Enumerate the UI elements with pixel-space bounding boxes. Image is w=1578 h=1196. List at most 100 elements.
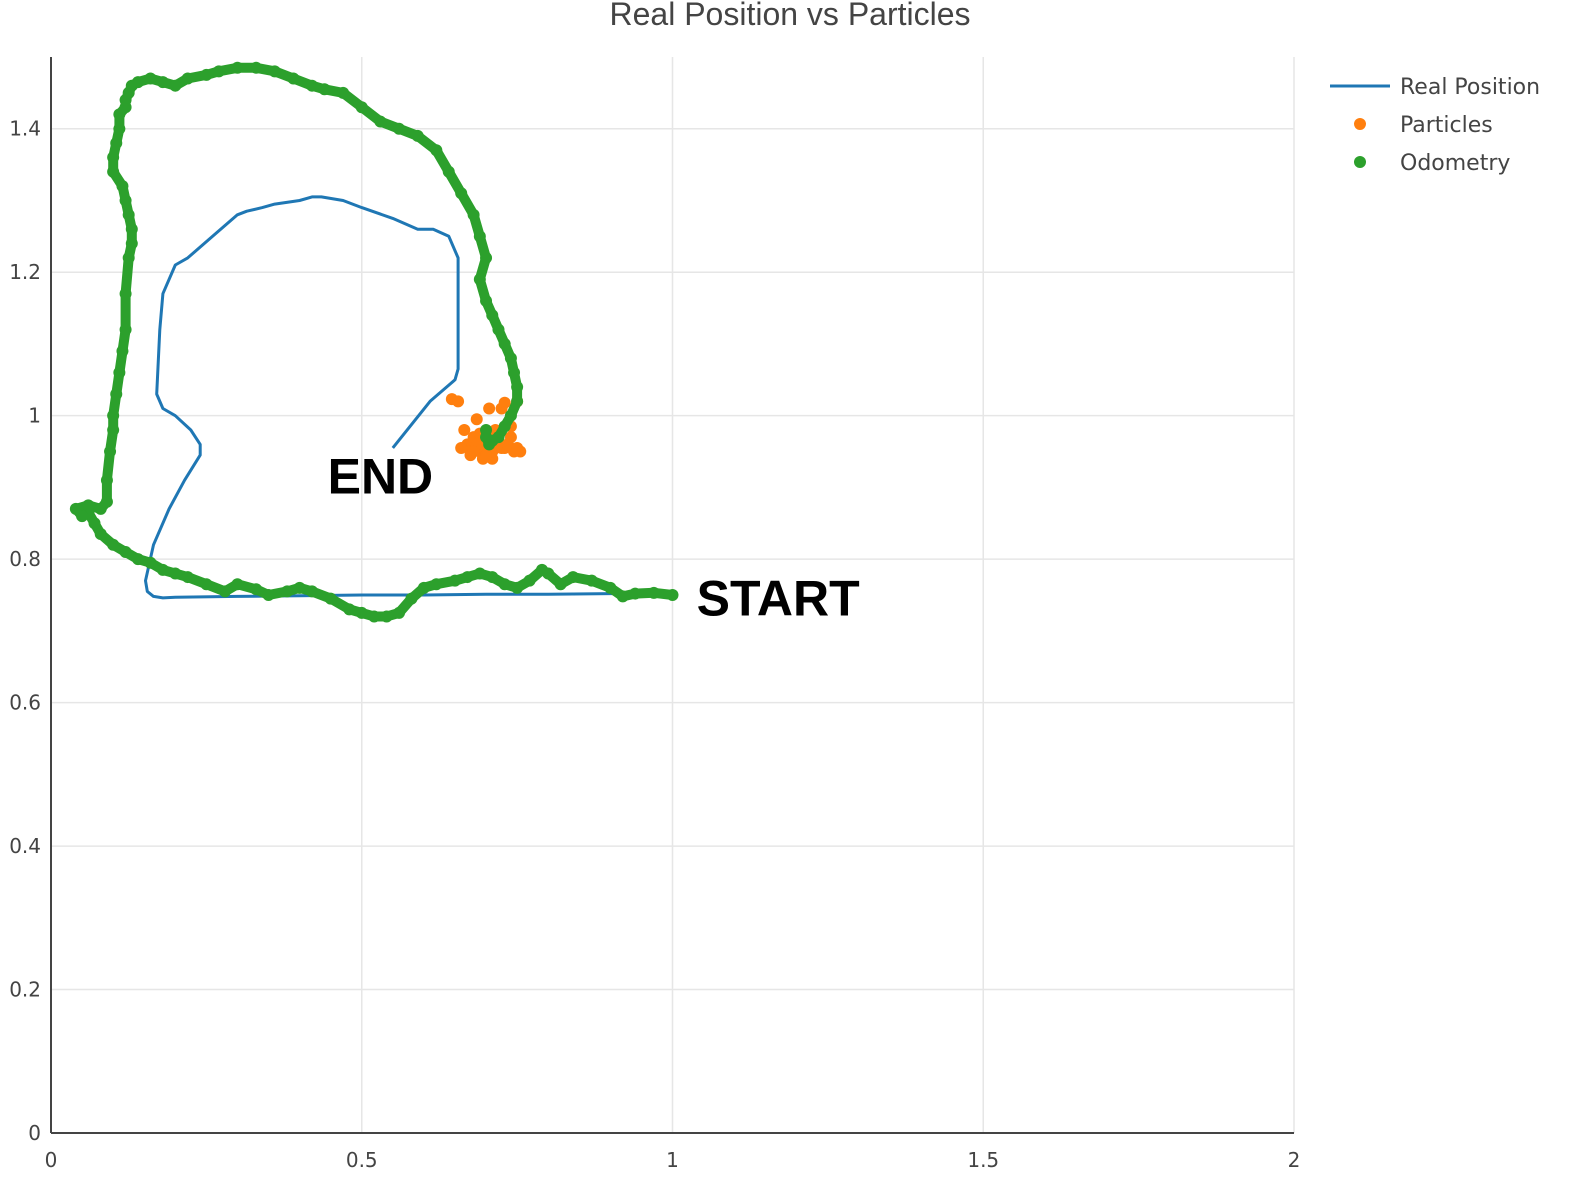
odometry-point xyxy=(219,585,232,598)
odometry-point xyxy=(113,366,126,379)
x-tick-label: 1 xyxy=(666,1148,679,1172)
annotation-start: START xyxy=(697,571,860,627)
legend-marker-swatch xyxy=(1354,156,1366,168)
annotations: END START xyxy=(328,449,860,627)
odometry-point xyxy=(411,129,424,142)
odometry-point xyxy=(368,610,381,623)
particle-point xyxy=(511,441,524,454)
particle-point xyxy=(458,424,471,437)
legend: Real Position Particles Odometry xyxy=(1330,75,1540,176)
odometry-point xyxy=(430,578,443,591)
series-particles xyxy=(445,393,527,465)
y-tick-label: 1.2 xyxy=(9,260,41,284)
odometry-point xyxy=(554,578,567,591)
odometry-point xyxy=(262,589,275,601)
odometry-point xyxy=(110,388,123,401)
odometry-point xyxy=(132,553,145,566)
odometry-point xyxy=(306,79,319,92)
legend-item: Real Position xyxy=(1330,75,1540,100)
odometry-point xyxy=(430,144,443,157)
odometry-point xyxy=(355,606,368,619)
odometry-point xyxy=(119,287,132,300)
odometry-point xyxy=(337,86,350,99)
legend-label: Particles xyxy=(1400,113,1493,138)
real-position-line xyxy=(144,195,673,600)
particle-point xyxy=(467,445,480,458)
particle-point xyxy=(455,441,468,454)
odometry-point xyxy=(604,581,617,594)
odometry-point xyxy=(169,567,182,580)
odometry-point xyxy=(125,223,138,236)
odometry-point xyxy=(94,528,107,541)
odometry-point xyxy=(480,251,493,264)
odometry-point xyxy=(119,194,132,207)
odometry-point xyxy=(181,571,194,584)
particle-point xyxy=(452,395,465,408)
odometry-point xyxy=(113,122,126,135)
odometry-point xyxy=(355,101,368,114)
y-tick-label: 0 xyxy=(28,1121,41,1145)
odometry-point xyxy=(504,409,517,422)
legend-label: Real Position xyxy=(1400,75,1540,100)
odometry-point xyxy=(324,592,337,605)
gridlines xyxy=(51,57,1295,1133)
odometry-point xyxy=(156,76,169,89)
y-tick-label: 0.2 xyxy=(9,978,41,1002)
axes: 0 0.5 1 1.5 2 0 0.2 0.4 0.6 0.8 1 1.2 1.4 xyxy=(9,57,1300,1172)
odometry-point xyxy=(88,517,101,530)
odometry-point xyxy=(393,122,406,135)
y-tick-label: 1 xyxy=(28,404,41,428)
particle-point xyxy=(480,449,493,462)
odometry-point xyxy=(511,395,524,408)
odometry-point xyxy=(511,380,524,393)
odometry-point xyxy=(504,352,517,365)
odometry-point xyxy=(110,137,123,150)
odometry-point xyxy=(567,571,580,584)
odometry-point xyxy=(480,424,493,437)
annotation-end: END xyxy=(328,449,434,505)
particle-point xyxy=(483,402,496,415)
odometry-point xyxy=(200,578,213,591)
y-tick-label: 1.4 xyxy=(9,117,41,141)
odometry-point xyxy=(343,603,356,616)
odometry-point xyxy=(448,574,461,587)
odometry-point xyxy=(122,208,135,221)
odometry-point xyxy=(666,589,679,601)
odometry-point xyxy=(132,76,145,89)
odometry-point xyxy=(268,65,281,78)
odometry-point xyxy=(250,61,263,74)
odometry-point xyxy=(116,345,129,358)
odometry-point xyxy=(69,502,82,515)
odometry-point xyxy=(293,581,306,594)
odometry-point xyxy=(498,337,511,350)
odometry-point xyxy=(100,495,113,508)
plot-area xyxy=(69,61,679,623)
odometry-point xyxy=(467,208,480,221)
odometry-point xyxy=(250,583,263,596)
odometry-point xyxy=(461,571,474,584)
odometry-point xyxy=(380,610,393,623)
odometry-point xyxy=(107,409,120,422)
odometry-point xyxy=(647,586,660,599)
odometry-point xyxy=(498,420,511,433)
odometry-point xyxy=(473,567,486,580)
odometry-point xyxy=(169,79,182,92)
odometry-point xyxy=(231,578,244,591)
x-tick-label: 2 xyxy=(1288,1148,1301,1172)
legend-item: Odometry xyxy=(1354,151,1510,176)
odometry-point xyxy=(107,424,120,437)
odometry-point xyxy=(144,72,157,85)
odometry-point xyxy=(486,309,499,322)
odometry-point xyxy=(585,574,598,587)
y-tick-label: 0.6 xyxy=(9,691,41,715)
odometry-point xyxy=(535,563,548,576)
odometry-point xyxy=(104,445,117,458)
odometry-point xyxy=(107,151,120,164)
odometry-point xyxy=(508,366,521,379)
odometry-point xyxy=(200,68,213,81)
odometry-point xyxy=(287,72,300,85)
odometry-point xyxy=(181,72,194,85)
legend-label: Odometry xyxy=(1400,151,1510,176)
y-tick-label: 0.8 xyxy=(9,547,41,571)
